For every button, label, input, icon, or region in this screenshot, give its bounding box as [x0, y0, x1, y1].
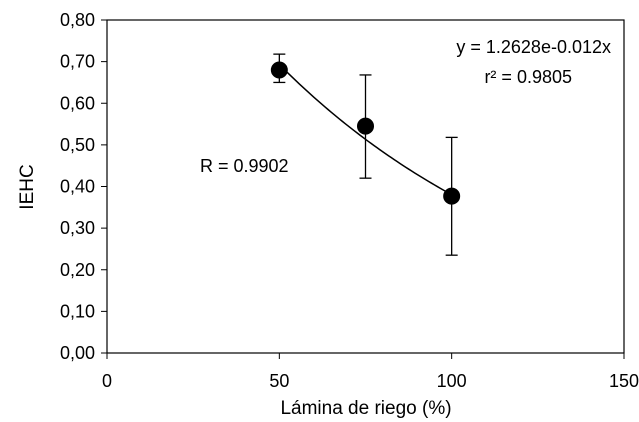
y-tick-label: 0,60 — [60, 93, 95, 113]
trendline-equation: y = 1.2628e-0.012x — [456, 37, 611, 57]
x-tick-label: 100 — [437, 371, 467, 391]
y-tick-label: 0,50 — [60, 135, 95, 155]
data-point — [357, 117, 374, 135]
y-tick-label: 0,80 — [60, 10, 95, 30]
y-tick-label: 0,10 — [60, 301, 95, 321]
error-bars-group — [273, 53, 458, 256]
y-tick-label: 0,70 — [60, 52, 95, 72]
y-tick-label: 0,30 — [60, 218, 95, 238]
data-point — [443, 187, 461, 205]
y-axis-ticks: 0,00 0,10 0,20 0,30 0,40 0,50 0,60 0,70 0,80 — [60, 10, 107, 363]
x-tick-label: 150 — [609, 371, 639, 391]
r-value-label: R = 0.9902 — [200, 156, 289, 176]
x-tick-label: 0 — [102, 371, 112, 391]
y-tick-label: 0,40 — [60, 177, 95, 197]
x-axis-ticks: 0 50 100 150 — [102, 353, 639, 391]
x-tick-label: 50 — [269, 371, 289, 391]
y-axis-title: IEHC — [17, 164, 38, 209]
data-point — [270, 61, 288, 79]
data-points-group — [270, 61, 461, 205]
y-tick-label: 0,20 — [60, 260, 95, 280]
r-squared-label: r² = 0.9805 — [484, 67, 572, 87]
y-tick-label: 0,00 — [60, 343, 95, 363]
x-axis-title: Lámina de riego (%) — [280, 398, 451, 419]
